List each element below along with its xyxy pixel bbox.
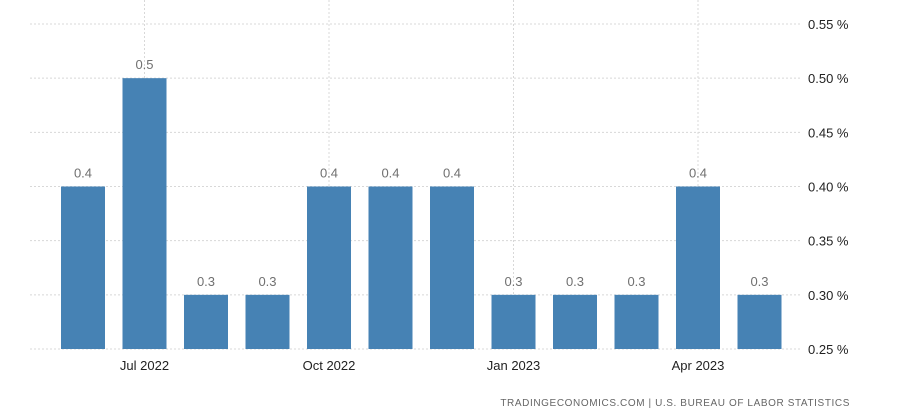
bar[interactable] — [184, 294, 228, 349]
bar[interactable] — [614, 294, 659, 349]
data-label: 0.3 — [750, 274, 768, 289]
data-label: 0.3 — [504, 274, 522, 289]
source-attribution: TRADINGECONOMICS.COM | U.S. BUREAU OF LA… — [500, 398, 850, 409]
data-label: 0.3 — [197, 274, 215, 289]
bar[interactable] — [430, 186, 474, 350]
x-tick-label: Jan 2023 — [487, 358, 541, 373]
x-tick-label: Oct 2022 — [303, 358, 356, 373]
bar[interactable] — [368, 186, 413, 350]
data-label: 0.3 — [258, 274, 276, 289]
data-label: 0.4 — [320, 166, 338, 181]
data-label: 0.4 — [381, 166, 399, 181]
y-tick-label: 0.40 % — [808, 180, 849, 195]
bar[interactable] — [61, 186, 105, 350]
bar[interactable] — [553, 294, 597, 349]
data-label: 0.3 — [566, 274, 584, 289]
y-tick-label: 0.45 % — [808, 125, 849, 140]
data-label: 0.4 — [443, 166, 461, 181]
bar[interactable] — [245, 294, 290, 349]
bar[interactable] — [307, 186, 351, 350]
bar[interactable] — [491, 294, 536, 349]
y-tick-label: 0.35 % — [808, 234, 849, 249]
bar[interactable] — [737, 294, 782, 349]
data-label: 0.3 — [627, 274, 645, 289]
bar[interactable] — [122, 78, 167, 350]
bar[interactable] — [676, 186, 720, 350]
x-tick-label: Jul 2022 — [120, 358, 169, 373]
y-tick-label: 0.25 % — [808, 342, 849, 357]
data-label: 0.4 — [74, 166, 92, 181]
x-tick-label: Apr 2023 — [672, 358, 725, 373]
data-label: 0.5 — [135, 57, 153, 72]
data-label: 0.4 — [689, 166, 707, 181]
y-tick-label: 0.55 % — [808, 17, 849, 32]
y-tick-label: 0.50 % — [808, 71, 849, 86]
y-tick-label: 0.30 % — [808, 288, 849, 303]
